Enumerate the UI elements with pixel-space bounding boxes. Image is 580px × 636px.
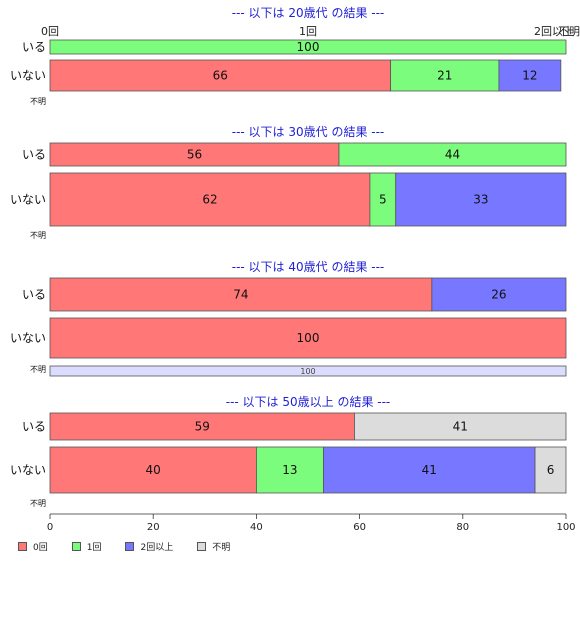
legend-label-one: 1回 <box>86 543 102 553</box>
top-axis-label: 不明 <box>558 25 580 38</box>
row-label: 不明 <box>30 499 46 508</box>
row-label: いない <box>10 193 46 207</box>
x-tick-label: 40 <box>250 522 263 533</box>
data-label: 41 <box>422 463 437 477</box>
data-label: 44 <box>445 148 460 162</box>
legend-item-zero: 0回 <box>18 540 72 553</box>
x-tick-label: 80 <box>456 522 469 533</box>
top-axis-label: 0回 <box>41 25 59 38</box>
bar-segment <box>49 365 567 377</box>
data-label: 100 <box>297 331 320 345</box>
group-title: --- 以下は 50歳以上 の結果 --- <box>226 395 391 409</box>
group-title: --- 以下は 40歳代 の結果 --- <box>232 260 385 274</box>
legend-swatch-unknown <box>197 542 207 551</box>
data-label: 13 <box>282 463 297 477</box>
group-title: --- 以下は 20歳代 の結果 --- <box>232 6 385 20</box>
row-label: 不明 <box>30 231 46 240</box>
row-label: いない <box>10 463 46 477</box>
legend-item-unknown: 不明 <box>197 540 254 553</box>
legend-swatch-one <box>71 542 81 551</box>
row-label: いない <box>10 331 46 345</box>
data-label: 62 <box>202 193 217 207</box>
bar-segment <box>49 317 567 359</box>
data-label: 56 <box>187 148 202 162</box>
data-label: 66 <box>213 69 228 83</box>
bar-segment <box>431 277 567 312</box>
data-label: 40 <box>146 463 161 477</box>
bar-segment <box>49 39 567 55</box>
legend-item-two-plus: 2回以上 <box>125 540 197 553</box>
top-axis-label: 2回以上 <box>534 25 574 38</box>
row-label: いる <box>22 288 46 302</box>
legend-swatch-two-plus <box>125 542 135 551</box>
row-label: いない <box>10 69 46 83</box>
data-label: 26 <box>491 288 506 302</box>
bar-segment <box>498 59 562 92</box>
legend-item-one: 1回 <box>71 540 126 553</box>
top-axis-label: 1回 <box>299 25 317 38</box>
data-label: 41 <box>453 420 468 434</box>
group-title: --- 以下は 30歳代 の結果 --- <box>232 125 385 139</box>
data-label: 59 <box>195 420 210 434</box>
bar-segment <box>395 172 567 227</box>
row-label: 不明 <box>30 365 46 374</box>
bar-segment <box>49 412 355 441</box>
bar-segment <box>49 59 391 92</box>
bar-segment <box>338 142 567 167</box>
bar-segment <box>49 277 433 312</box>
data-label: 33 <box>473 193 488 207</box>
bar-segment <box>390 59 500 92</box>
data-label: 100 <box>300 367 315 376</box>
data-label: 12 <box>522 69 537 83</box>
legend: 0回 1回 2回以上 不明 <box>18 540 254 553</box>
data-label: 74 <box>233 288 248 302</box>
bar-segment <box>354 412 567 441</box>
legend-swatch-zero <box>18 542 27 551</box>
data-label: 100 <box>297 40 320 54</box>
row-label: いる <box>22 420 46 434</box>
legend-label-unknown: 不明 <box>212 543 231 553</box>
data-label: 21 <box>437 69 452 83</box>
bar-segment <box>255 446 324 494</box>
data-label: 5 <box>379 193 387 207</box>
data-label: 6 <box>547 463 555 477</box>
row-label: 不明 <box>30 97 46 106</box>
row-label: いる <box>22 148 46 162</box>
x-tick-label: 60 <box>353 522 366 533</box>
legend-label-zero: 0回 <box>33 543 48 553</box>
legend-label-two-plus: 2回以上 <box>140 543 174 553</box>
row-label: いる <box>22 40 46 54</box>
x-tick-label: 0 <box>47 522 53 533</box>
x-tick-label: 20 <box>147 522 160 533</box>
bar-segment <box>49 172 371 227</box>
bar-segment <box>369 172 397 227</box>
bar-segment <box>323 446 536 494</box>
x-tick-label: 100 <box>556 522 575 533</box>
bar-segment <box>534 446 567 494</box>
